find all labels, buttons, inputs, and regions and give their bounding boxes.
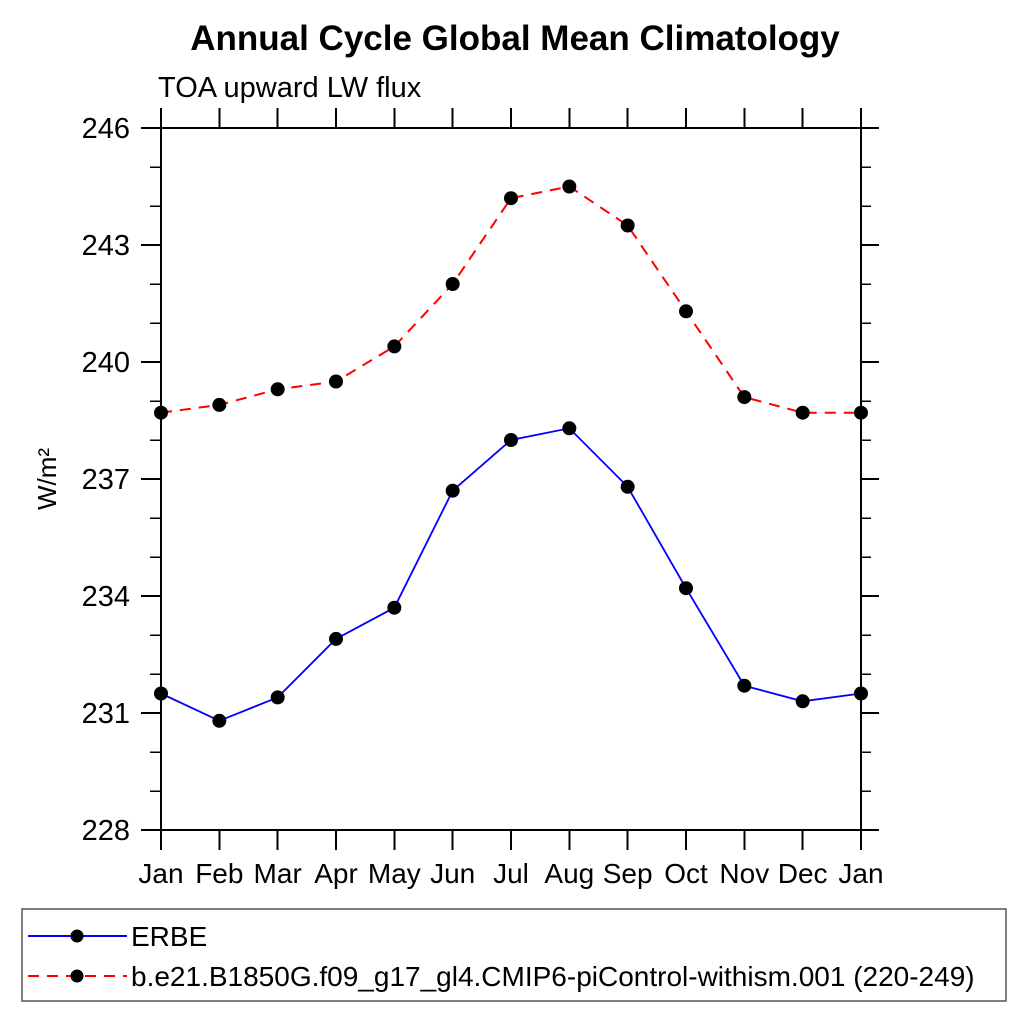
x-tick-label: Jan [138, 858, 183, 889]
data-point-marker [154, 686, 168, 701]
data-point-marker [445, 483, 460, 498]
chart-subtitle: TOA upward LW flux [158, 72, 422, 104]
data-point-marker [679, 581, 693, 596]
data-point-marker [679, 304, 693, 319]
data-point-marker [212, 713, 227, 728]
x-tick-label: Jan [838, 858, 883, 889]
x-tick-label: Aug [544, 858, 594, 889]
data-point-marker [620, 218, 635, 233]
x-tick-label: Mar [254, 858, 302, 889]
y-axis-label: W/m² [32, 448, 62, 510]
data-point-marker [504, 191, 518, 206]
x-tick-label: Dec [778, 858, 828, 889]
data-point-marker [737, 390, 752, 405]
x-tick-label: Feb [195, 858, 243, 889]
data-point-marker [329, 631, 343, 646]
y-tick-label: 246 [82, 113, 130, 145]
legend-entry-model: b.e21.B1850G.f09_g17_gl4.CMIP6-piControl… [28, 961, 975, 992]
x-tick-label: Sep [603, 858, 653, 889]
legend-label-erbe: ERBE [131, 921, 207, 952]
legend-marker-icon [70, 929, 84, 943]
data-point-marker [737, 678, 752, 693]
x-tick-label: Jun [430, 858, 475, 889]
legend-entry-erbe: ERBE [28, 921, 207, 952]
series-line-erbe [160, 427, 862, 722]
data-point-marker [387, 600, 402, 615]
data-point-marker [620, 479, 635, 494]
data-point-marker [270, 382, 285, 397]
data-point-marker [504, 433, 518, 447]
legend-marker-icon [70, 969, 84, 983]
x-tick-label: Apr [314, 858, 358, 889]
y-tick-label: 240 [82, 347, 130, 379]
data-point-marker [387, 339, 402, 354]
x-tick-label: Nov [719, 858, 769, 889]
data-point-marker [562, 179, 577, 194]
data-point-marker [154, 405, 168, 420]
legend-label-model: b.e21.B1850G.f09_g17_gl4.CMIP6-piControl… [131, 961, 975, 992]
data-point-marker [562, 421, 577, 436]
data-point-marker [212, 397, 227, 412]
data-point-marker [854, 686, 868, 701]
chart-title: Annual Cycle Global Mean Climatology [190, 19, 840, 58]
y-tick-label: 237 [82, 464, 130, 496]
data-point-marker [445, 277, 460, 291]
data-point-marker [795, 405, 810, 420]
y-tick-label: 234 [82, 581, 130, 613]
data-point-marker [795, 694, 810, 709]
data-point-marker [270, 690, 285, 705]
series-line-model [160, 185, 861, 414]
data-point-marker [329, 374, 343, 389]
legend: ERBE b.e21.B1850G.f09_g17_gl4.CMIP6-piCo… [21, 908, 1007, 1002]
y-tick-label: 231 [82, 698, 130, 730]
legend-box [21, 908, 1007, 1002]
x-tick-label: Jul [493, 858, 529, 889]
y-tick-label: 243 [82, 230, 130, 262]
x-tick-label: Oct [664, 858, 708, 889]
plot-area: Jan Feb Mar Apr May Jun Jul Aug Sep Oct Nov Dec Jan 2… [82, 108, 884, 889]
data-point-marker [854, 405, 868, 420]
y-tick-label: 228 [82, 815, 130, 847]
x-tick-label: May [368, 858, 421, 889]
axis-frame [160, 127, 862, 831]
